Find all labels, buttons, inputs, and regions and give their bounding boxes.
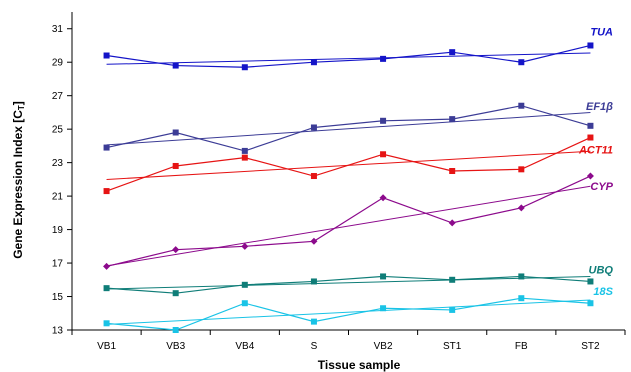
marker-act11 (103, 188, 110, 195)
marker-tua (587, 42, 594, 49)
marker-cyp (310, 237, 318, 245)
marker-tua (518, 59, 525, 66)
x-tick-label: FB (515, 341, 528, 352)
series-line-ef1- (106, 105, 591, 152)
x-tick-label: VB4 (235, 341, 254, 352)
marker-cyp (103, 262, 111, 270)
marker-18s (310, 318, 317, 325)
y-tick-label: 29 (52, 58, 64, 69)
marker-cyp (241, 242, 249, 250)
y-tick-label: 25 (52, 125, 64, 136)
x-tick-label: VB2 (374, 341, 393, 352)
marker-ubq (310, 278, 317, 285)
marker-ubq (518, 273, 525, 280)
marker-ubq (587, 278, 594, 285)
marker-ef1- (380, 117, 387, 124)
marker-act11 (380, 151, 387, 158)
marker-cyp (448, 219, 456, 227)
marker-act11 (587, 134, 594, 141)
trendline-tua (106, 52, 591, 65)
marker-tua (310, 59, 317, 66)
marker-18s (241, 300, 248, 307)
marker-ubq (380, 273, 387, 280)
marker-ef1- (241, 147, 248, 154)
marker-ef1- (103, 144, 110, 151)
y-axis-title: Gene Expression Index [CT] (11, 101, 26, 259)
marker-cyp (172, 246, 180, 254)
series-labels: TUA EF1β ACT11 CYP UBQ 18S (578, 26, 614, 298)
marker-ubq (172, 290, 179, 297)
tick-labels: 13 15 17 19 21 23 25 27 29 31 VB1 VB3 VB4 S VB2 ST1 FB ST… (52, 24, 600, 352)
marker-ef1- (518, 102, 525, 109)
trendline-18s (106, 299, 591, 325)
series-line-cyp (106, 175, 591, 267)
y-tick-label: 13 (52, 326, 64, 337)
marker-ef1- (449, 116, 456, 123)
marker-18s (103, 320, 110, 327)
trendlines (106, 52, 591, 325)
y-tick-label: 31 (52, 24, 64, 35)
marker-18s (380, 305, 387, 312)
x-tick-label: S (311, 341, 318, 352)
series-label-18s: 18S (593, 286, 613, 298)
marker-18s (518, 295, 525, 302)
marker-ubq (241, 281, 248, 288)
x-axis-title: Tissue sample (318, 358, 401, 372)
marker-act11 (310, 173, 317, 180)
y-tick-label: 23 (52, 158, 64, 169)
series-label-ubq: UBQ (589, 264, 614, 276)
data-markers (103, 42, 594, 333)
series-label-ef1-: EF1β (586, 101, 613, 113)
x-tick-label: ST2 (581, 341, 600, 352)
marker-ef1- (310, 124, 317, 131)
series-lines (106, 44, 591, 331)
marker-18s (449, 306, 456, 313)
x-tick-label: VB1 (97, 341, 116, 352)
trendline-ubq (106, 275, 591, 290)
series-line-18s (106, 297, 591, 331)
marker-act11 (518, 166, 525, 173)
series-label-act11: ACT11 (578, 145, 613, 157)
marker-act11 (241, 154, 248, 161)
marker-tua (103, 52, 110, 59)
y-tick-label: 19 (52, 225, 64, 236)
marker-ef1- (172, 129, 179, 136)
axes (67, 12, 626, 335)
marker-18s (172, 327, 179, 333)
series-line-tua (106, 44, 591, 68)
marker-tua (380, 55, 387, 62)
series-line-act11 (106, 136, 591, 192)
marker-ubq (449, 276, 456, 283)
y-tick-label: 21 (52, 192, 64, 203)
marker-cyp (586, 172, 594, 180)
marker-cyp (517, 204, 525, 212)
x-tick-label: ST1 (443, 341, 462, 352)
marker-cyp (379, 194, 387, 202)
marker-act11 (449, 168, 456, 174)
series-line-ubq (106, 275, 591, 294)
series-label-cyp: CYP (590, 181, 613, 193)
marker-tua (241, 64, 248, 71)
marker-tua (172, 62, 179, 69)
marker-ef1- (587, 122, 594, 129)
y-tick-label: 15 (52, 292, 64, 303)
y-tick-label: 27 (52, 91, 64, 102)
marker-tua (449, 49, 456, 56)
trendline-cyp (106, 185, 591, 267)
marker-18s (587, 300, 594, 307)
marker-ubq (103, 285, 110, 292)
y-tick-label: 17 (52, 259, 64, 270)
series-label-tua: TUA (590, 26, 613, 38)
x-tick-label: VB3 (166, 341, 185, 352)
trendline-ef1- (106, 112, 591, 146)
marker-act11 (172, 162, 179, 169)
